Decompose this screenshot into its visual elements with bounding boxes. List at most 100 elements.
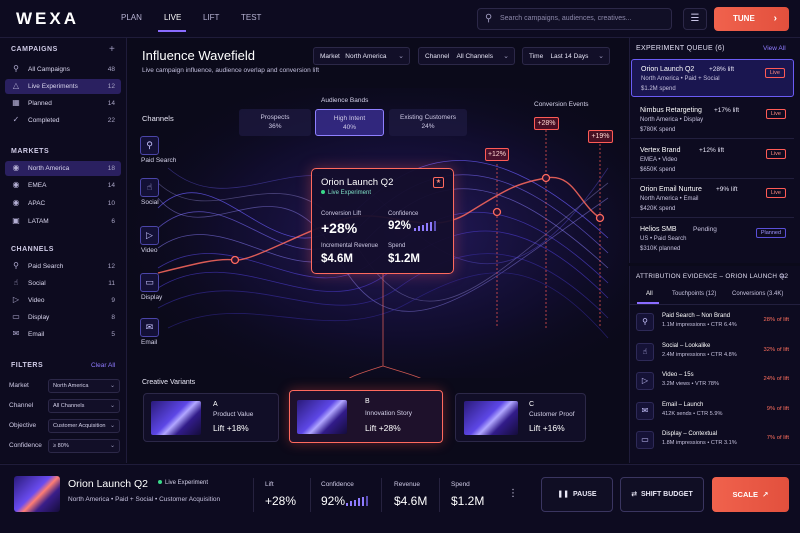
clear-all-link[interactable]: Clear All [91,362,116,369]
event-badge[interactable]: +12% [485,148,509,161]
shield-star-icon[interactable]: ★ [433,177,444,188]
queue-item-orion-email[interactable]: Orion Email Nurture +9% lift North America… [631,180,794,218]
sidebar-item-label: Display [28,314,50,321]
sidebar-item-emea[interactable]: ◉ EMEA 14 [5,178,121,193]
sidebar-item-label: North America [28,165,70,172]
sidebar-item-completed[interactable]: ✓ Completed 22 [5,113,121,128]
sidebar-item-display[interactable]: ▭ Display 8 [5,310,121,325]
attribution-row[interactable]: ☝ Social – Lookalike 2.4M impressions • CT… [636,340,794,368]
sidebar-item-planned[interactable]: ▦ Planned 14 [5,96,121,111]
tab-touchpoints[interactable]: Touchpoints (12) [672,291,717,297]
tab-live[interactable]: LIVE [164,13,182,22]
creative-key: A [213,401,218,408]
arrow-up-right-icon: ↗ [762,490,769,499]
conversion-point[interactable] [595,213,605,223]
creative-thumbnail [464,401,518,435]
attribution-row[interactable]: ✉ Email – Launch 412K sends • CTR 5.9% 9% o… [636,399,794,427]
campaigns-heading: CAMPAIGNS [11,46,58,53]
sidebar-item-apac[interactable]: ◉ APAC 10 [5,196,121,211]
menu-icon[interactable]: ≡ [780,272,785,281]
filter-objective-select[interactable]: Customer Acquisition ⌄ [48,419,120,433]
band-prospects[interactable]: Prospects 36% [239,109,311,136]
sidebar-item-count: 48 [107,66,115,73]
channel-email-button[interactable]: ✉ [140,318,159,337]
attribution-row[interactable]: ▭ Display – Contextual 1.8M impressions • … [636,428,794,456]
filter-channel-select[interactable]: All Channels ⌄ [48,399,120,413]
sidebar-item-all-campaigns[interactable]: ⚲ All Campaigns 48 [5,62,121,77]
tune-button[interactable]: TUNE › [714,7,789,31]
chevron-down-icon: ⌄ [503,53,509,60]
queue-item-orion-launch[interactable]: Orion Launch Q2 +28% lift North America • … [631,59,794,97]
attribution-pct: 9% of lift [766,406,789,412]
conversion-point[interactable] [492,207,502,217]
thumbs-up-icon: ☝ [146,182,153,192]
conversion-point[interactable] [230,255,240,265]
confidence-bars-icon [346,496,368,506]
attribution-row[interactable]: ⚲ Paid Search – Non Brand 1.1M impressions… [636,310,794,338]
queue-item-nimbus-retargeting[interactable]: Nimbus Retargeting +17% lift North America… [631,101,794,139]
sidebar-item-count: 12 [107,263,115,270]
channel-display-button[interactable]: ▭ [140,273,159,292]
channel-paid-search-button[interactable]: ⚲ [140,136,159,155]
band-existing-customers[interactable]: Existing Customers 24% [389,109,467,136]
view-all-link[interactable]: View All [763,45,786,52]
add-campaign-icon[interactable]: + [109,44,115,55]
mail-icon: ✉ [145,322,154,332]
popover-title: Orion Launch Q2 [321,177,394,188]
sidebar-item-paid-search[interactable]: ⚲ Paid Search 12 [5,259,121,274]
building-icon: ▣ [12,216,20,225]
queue-item-name: Orion Email Nurture [640,186,702,193]
queue-item-name: Helios SMB [640,226,677,233]
sidebar-item-video[interactable]: ▷ Video 9 [5,293,121,308]
sidebar-item-latam[interactable]: ▣ LATAM 6 [5,214,121,229]
shift-budget-button[interactable]: ⇄ SHIFT BUDGET [620,477,704,512]
metric-label: Revenue [394,481,421,488]
market-dropdown[interactable]: Market North America ⌄ [313,47,410,65]
queue-item-vertex-brand[interactable]: Vertex Brand +12% lift EMEA • Video $650K s… [631,141,794,179]
campaign-thumbnail [14,476,60,512]
tab-lift[interactable]: LIFT [203,13,220,22]
channel-social-button[interactable]: ☝ [140,178,159,197]
filter-confidence-select[interactable]: ≥ 80% ⌄ [48,439,120,453]
creative-card-c[interactable]: C Customer Proof Lift +16% [455,393,586,442]
creative-lift: Lift +18% [213,423,249,433]
sidebar-item-live-experiments[interactable]: △ Live Experiments 12 [5,79,121,94]
queue-item-detail: EMEA • Video [640,157,678,163]
check-icon: ✓ [12,115,20,124]
sidebar-item-north-america[interactable]: ◉ North America 18 [5,161,121,176]
queue-item-spend: $780K spend [640,127,676,133]
filter-value: ≥ 80% [53,443,69,449]
more-options-icon[interactable]: ⋮ [508,488,518,499]
conversion-point[interactable] [541,173,551,183]
sliders-button[interactable]: ☰ [683,8,707,30]
chevron-down-icon: ⌄ [109,383,115,389]
status-badge: Live [765,149,786,159]
attribution-row[interactable]: ▷ Video – 15s 3.2M views • VTR 78% 24% of l… [636,369,794,397]
time-dropdown[interactable]: Time Last 14 Days ⌄ [522,47,610,65]
band-pct: 40% [342,124,356,131]
creative-card-b[interactable]: B Innovation Story Lift +28% [289,390,443,443]
creative-card-a[interactable]: A Product Value Lift +18% [143,393,279,442]
pause-button[interactable]: ❚❚ PAUSE [541,477,613,512]
sliders-icon: ☰ [690,13,700,24]
chevron-down-icon: ⌄ [109,423,115,429]
channel-video-button[interactable]: ▷ [140,226,159,245]
metric-spend-value: $1.2M [451,494,485,508]
filter-market-select[interactable]: North America ⌄ [48,379,120,393]
search-input[interactable]: ⚲ Search campaigns, audiences, creatives… [477,8,672,30]
tab-all[interactable]: All [646,291,653,297]
band-high-intent[interactable]: High Intent 40% [315,109,384,136]
search-icon: ⚲ [13,261,19,270]
queue-item-helios-smb[interactable]: Helios SMB Pending US • Paid Search $310K p… [631,220,794,258]
tab-test[interactable]: TEST [241,13,262,22]
scale-button[interactable]: SCALE ↗ [712,477,789,512]
event-badge[interactable]: +28% [534,117,559,130]
attribution-name: Paid Search – Non Brand [662,313,731,319]
channel-dropdown[interactable]: Channel All Channels ⌄ [418,47,515,65]
event-badge[interactable]: +19% [588,130,613,143]
sidebar-item-social[interactable]: ☝ Social 11 [5,276,121,291]
tab-conversions[interactable]: Conversions (3.4K) [732,291,784,297]
queue-item-lift: Pending [693,226,717,233]
tab-plan[interactable]: PLAN [121,13,142,22]
sidebar-item-email[interactable]: ✉ Email 5 [5,327,121,342]
